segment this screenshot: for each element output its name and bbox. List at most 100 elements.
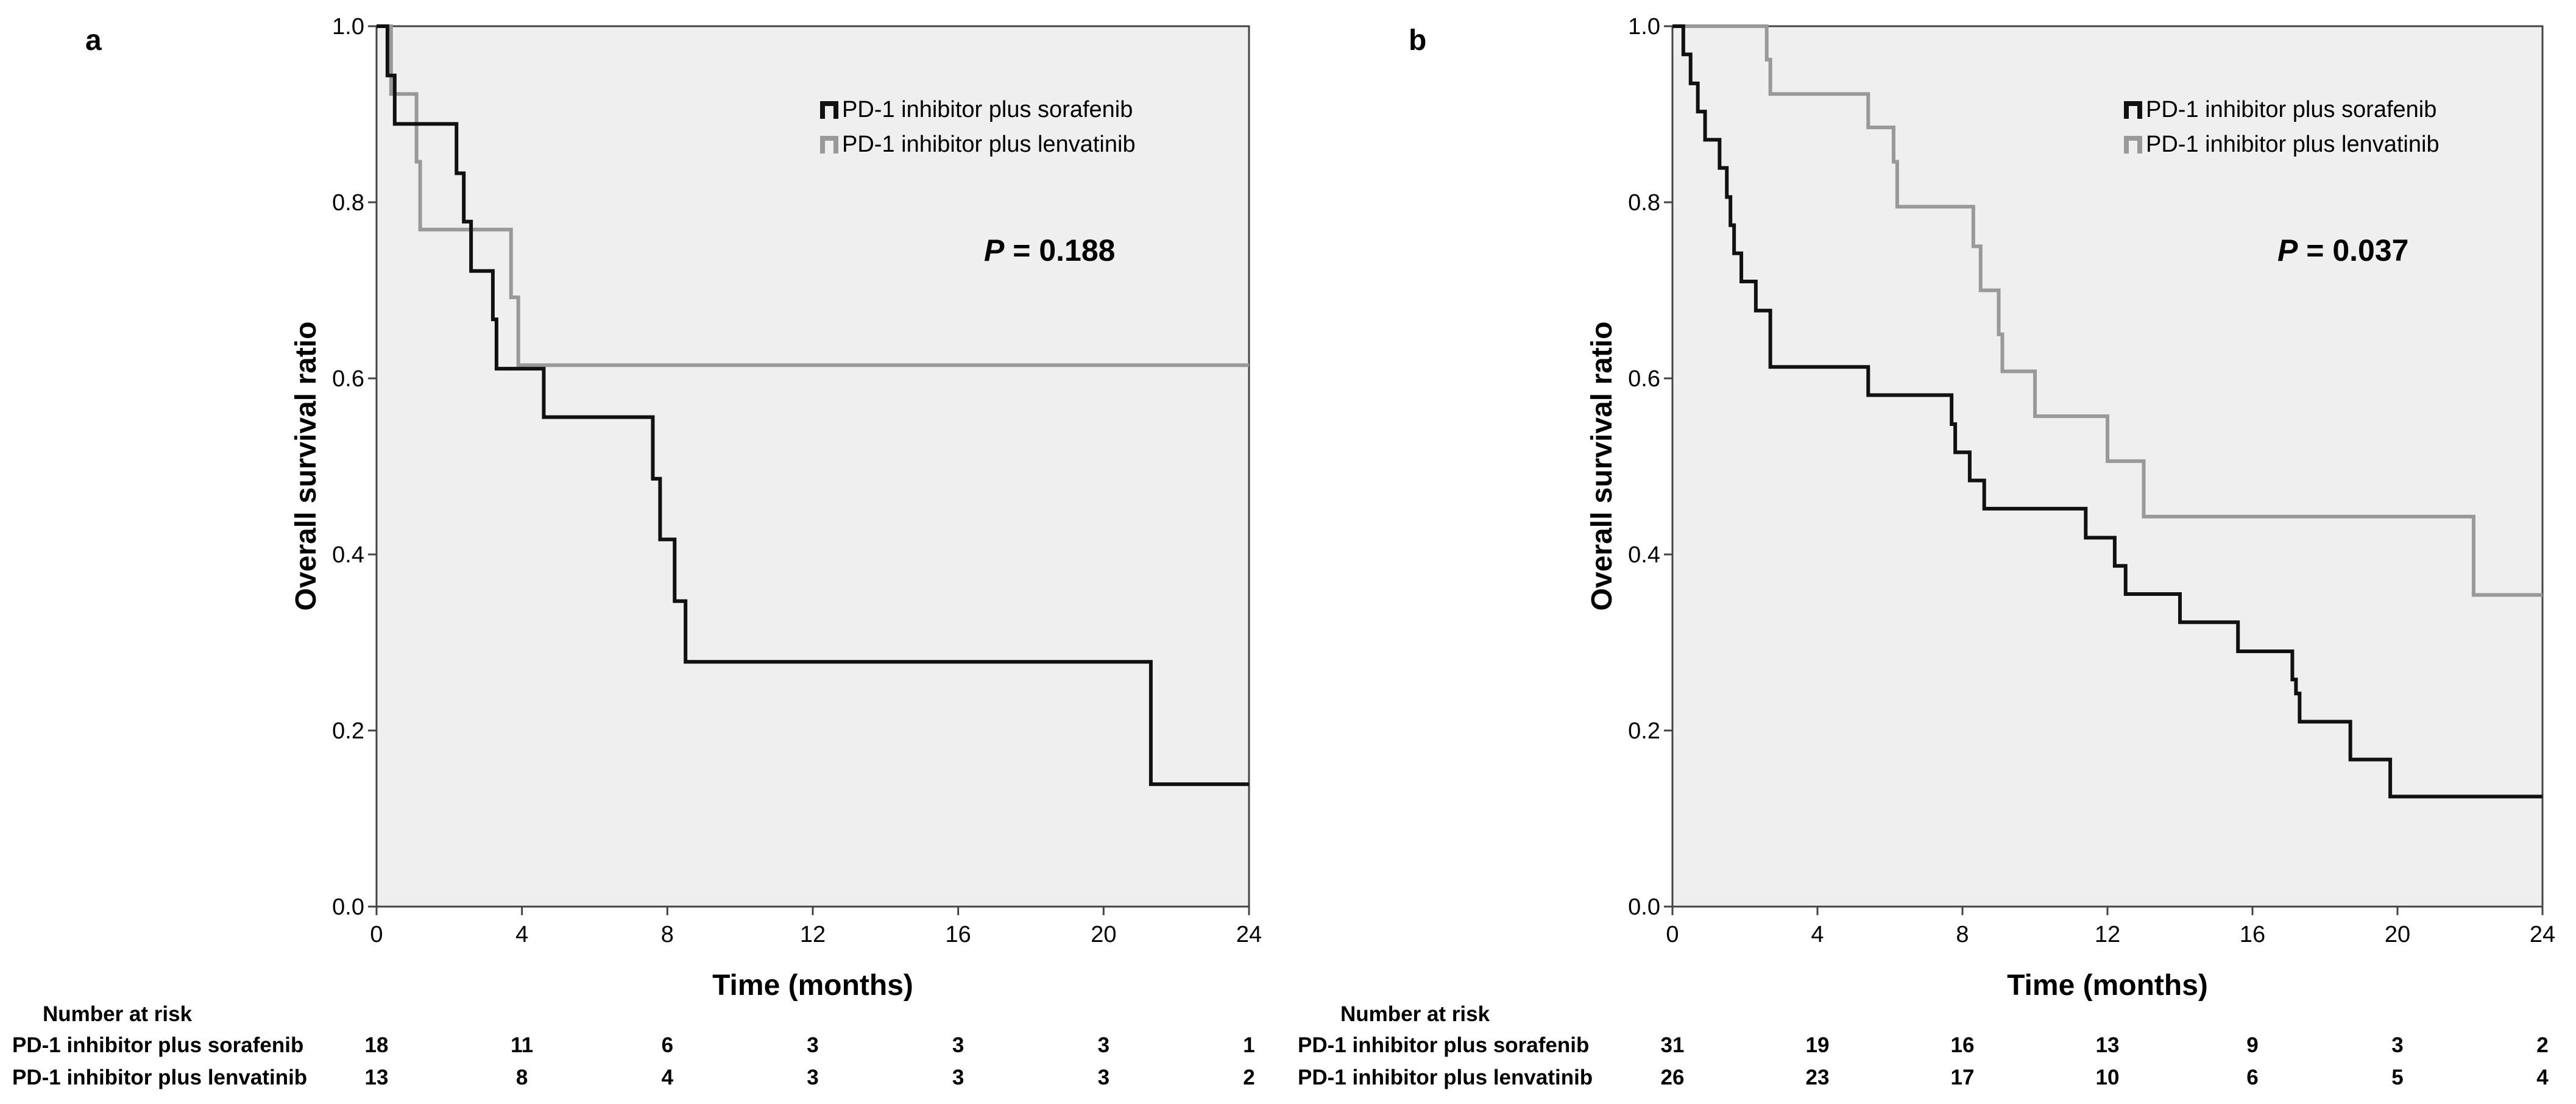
x-tick-label: 24 bbox=[1236, 922, 1262, 947]
panel-a-x-ticks: 0 4 8 12 16 20 24 bbox=[370, 907, 1262, 947]
p-value-text: = 0.037 bbox=[2298, 233, 2408, 267]
panel-a-risk-table: Number at risk PD-1 inhibitor plus soraf… bbox=[12, 1002, 1255, 1089]
risk-count: 2 bbox=[1243, 1066, 1254, 1089]
panel-b-x-axis-title: Time (months) bbox=[2007, 969, 2208, 1002]
x-tick-label: 0 bbox=[1666, 922, 1679, 947]
km-curve-lenvatinib bbox=[1672, 24, 2542, 597]
panel-b-p-value: P = 0.037 bbox=[2277, 233, 2408, 267]
panel-b-plot-area bbox=[1671, 25, 2544, 908]
y-tick-label: 1.0 bbox=[332, 14, 364, 40]
panel-b-risk-label-lenvatinib: PD-1 inhibitor plus lenvatinib bbox=[1298, 1066, 1593, 1089]
y-tick-label: 0.0 bbox=[332, 894, 364, 920]
risk-count: 3 bbox=[952, 1033, 964, 1057]
risk-count: 26 bbox=[1661, 1066, 1685, 1089]
risk-count: 16 bbox=[1951, 1033, 1975, 1057]
panel-b-y-ticks: 0.0 0.2 0.4 0.6 0.8 1.0 bbox=[1628, 14, 1672, 920]
panel-a-risk-values: 18 11 6 3 3 3 1 13 8 4 3 3 3 2 bbox=[365, 1033, 1255, 1089]
p-symbol: P bbox=[2277, 233, 2298, 267]
risk-count: 19 bbox=[1806, 1033, 1830, 1057]
km-curve-lenvatinib bbox=[377, 24, 1249, 367]
x-tick-label: 8 bbox=[1956, 922, 1969, 947]
panel-b-curves bbox=[1672, 24, 2542, 799]
panel-a: a 0.00.20.40.60.81.0 0 4 8 12 16 20 24 Time (m… bbox=[12, 14, 1262, 1089]
risk-count: 6 bbox=[2246, 1066, 2258, 1089]
panel-b-y-axis-title: Overall survival ratio bbox=[1586, 322, 1618, 611]
panel-a-risk-label-sorafenib: PD-1 inhibitor plus sorafenib bbox=[12, 1033, 303, 1057]
p-value-text: = 0.188 bbox=[1004, 233, 1115, 267]
panel-b-risk-values: 31 19 16 13 9 3 2 26 23 17 10 6 5 4 bbox=[1661, 1033, 2549, 1089]
panel-a-legend-sorafenib-label: PD-1 inhibitor plus sorafenib bbox=[842, 97, 1133, 122]
x-tick-label: 16 bbox=[946, 922, 971, 947]
panel-a-y-axis-title: Overall survival ratio bbox=[290, 322, 322, 611]
risk-count: 4 bbox=[2536, 1066, 2549, 1089]
risk-count: 1 bbox=[1243, 1033, 1254, 1057]
y-tick-label: 0.8 bbox=[332, 190, 364, 216]
y-tick-label: 0.6 bbox=[332, 366, 364, 392]
risk-count: 18 bbox=[365, 1033, 389, 1057]
risk-count: 3 bbox=[1098, 1033, 1109, 1057]
y-tick-label: 0.4 bbox=[332, 542, 364, 568]
x-tick-label: 20 bbox=[1091, 922, 1116, 947]
panel-b-risk-title: Number at risk bbox=[1340, 1002, 1490, 1026]
panel-a-plot-area bbox=[375, 25, 1250, 908]
risk-count: 3 bbox=[807, 1033, 818, 1057]
km-curve-sorafenib bbox=[1672, 24, 2542, 799]
risk-count: 10 bbox=[2096, 1066, 2120, 1089]
legend-swatch-lenvatinib bbox=[2124, 136, 2142, 154]
y-tick-label: 0.2 bbox=[1628, 718, 1660, 744]
x-tick-label: 16 bbox=[2240, 922, 2265, 947]
panel-b-legend: PD-1 inhibitor plus sorafenib PD-1 inhib… bbox=[2124, 97, 2440, 157]
y-tick-label: 1.0 bbox=[1628, 14, 1660, 40]
km-curve-sorafenib bbox=[377, 24, 1249, 787]
risk-count: 11 bbox=[511, 1033, 533, 1057]
panel-a-curves bbox=[377, 24, 1249, 787]
y-tick-label: 0.8 bbox=[1628, 190, 1660, 216]
x-tick-label: 12 bbox=[2095, 922, 2120, 947]
y-tick-label: 0.6 bbox=[1628, 366, 1660, 392]
panel-a-risk-label-lenvatinib: PD-1 inhibitor plus lenvatinib bbox=[12, 1066, 307, 1089]
panel-b-letter: b bbox=[1409, 24, 1426, 57]
panel-a-y-ticks: 0.0 0.2 0.4 0.6 0.8 1.0 bbox=[332, 14, 377, 920]
risk-count: 3 bbox=[807, 1066, 818, 1089]
x-tick-label: 4 bbox=[515, 922, 528, 947]
risk-count: 17 bbox=[1951, 1066, 1975, 1089]
panel-a-legend-lenvatinib-label: PD-1 inhibitor plus lenvatinib bbox=[842, 132, 1136, 157]
risk-count: 3 bbox=[952, 1066, 964, 1089]
y-tick-label: 0.0 bbox=[1628, 894, 1660, 920]
panel-a-letter: a bbox=[85, 24, 102, 57]
risk-count: 2 bbox=[2536, 1033, 2548, 1057]
x-tick-label: 0 bbox=[370, 922, 383, 947]
panel-b-legend-lenvatinib-label: PD-1 inhibitor plus lenvatinib bbox=[2146, 132, 2440, 157]
legend-swatch-sorafenib bbox=[2124, 101, 2142, 119]
panel-a-x-axis-title: Time (months) bbox=[712, 969, 913, 1002]
risk-count: 5 bbox=[2391, 1066, 2403, 1089]
x-tick-label: 8 bbox=[661, 922, 674, 947]
risk-count: 31 bbox=[1661, 1033, 1685, 1057]
risk-count: 9 bbox=[2246, 1033, 2258, 1057]
panel-a-risk-title: Number at risk bbox=[43, 1002, 193, 1026]
panel-a-p-value: P = 0.188 bbox=[984, 233, 1115, 267]
risk-count: 6 bbox=[662, 1033, 673, 1057]
y-tick-label: 0.2 bbox=[332, 718, 364, 744]
panel-b-x-ticks: 0 4 8 12 16 20 24 bbox=[1666, 907, 2555, 947]
x-tick-label: 4 bbox=[1811, 922, 1824, 947]
risk-count: 13 bbox=[2096, 1033, 2120, 1057]
panel-b-risk-label-sorafenib: PD-1 inhibitor plus sorafenib bbox=[1298, 1033, 1589, 1057]
risk-count: 3 bbox=[2391, 1033, 2403, 1057]
panel-b-legend-sorafenib-label: PD-1 inhibitor plus sorafenib bbox=[2146, 97, 2436, 122]
panel-a-legend: PD-1 inhibitor plus sorafenib PD-1 inhib… bbox=[820, 97, 1136, 157]
panel-b: b 0.00.20.40.60.81.0 0 4 8 12 16 20 24 Time (m… bbox=[1298, 14, 2555, 1089]
legend-swatch-lenvatinib bbox=[820, 136, 838, 154]
risk-count: 3 bbox=[1098, 1066, 1109, 1089]
x-tick-label: 20 bbox=[2385, 922, 2410, 947]
x-tick-label: 24 bbox=[2530, 922, 2555, 947]
p-symbol: P bbox=[984, 233, 1005, 267]
risk-count: 13 bbox=[365, 1066, 389, 1089]
risk-count: 23 bbox=[1806, 1066, 1830, 1089]
legend-swatch-sorafenib bbox=[820, 101, 838, 119]
x-tick-label: 12 bbox=[800, 922, 826, 947]
risk-count: 8 bbox=[516, 1066, 528, 1089]
y-tick-label: 0.4 bbox=[1628, 542, 1660, 568]
risk-count: 4 bbox=[662, 1066, 674, 1089]
